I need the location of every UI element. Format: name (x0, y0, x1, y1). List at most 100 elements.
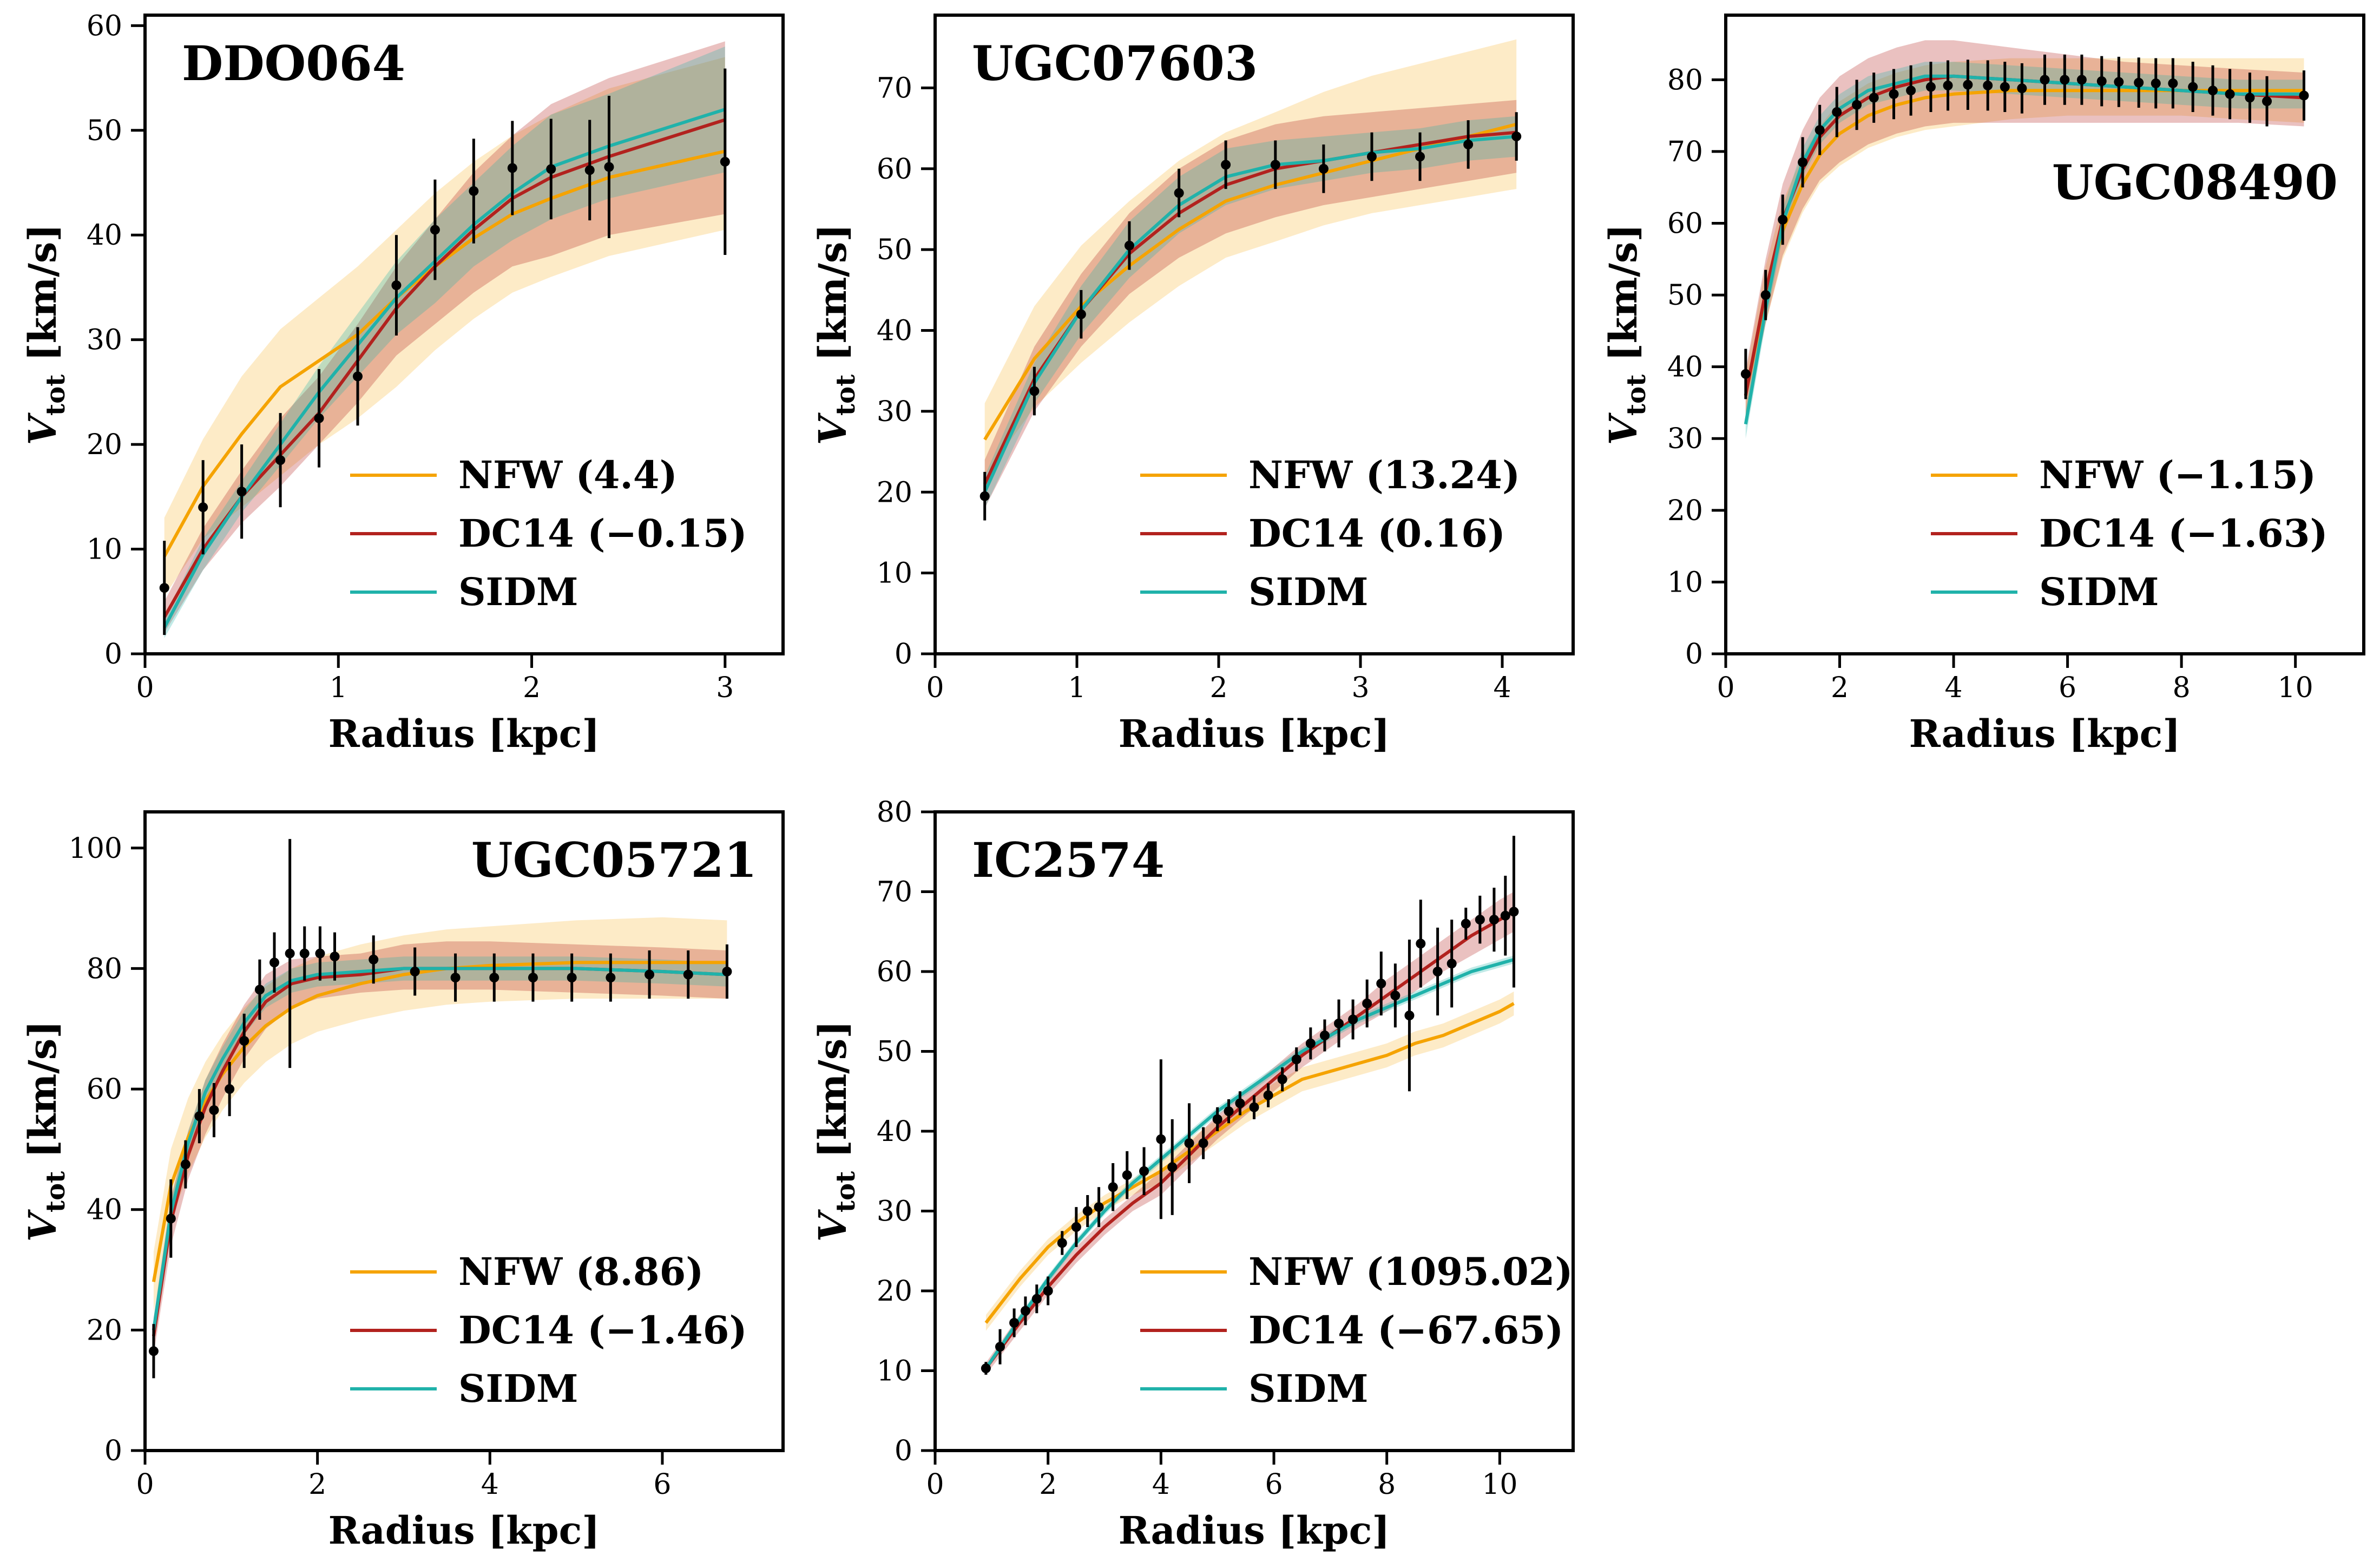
data-point (567, 973, 577, 983)
legend-label-nfw: NFW (1095.02) (1248, 1249, 1573, 1294)
data-point (606, 973, 616, 983)
y-tick-label: 10 (1667, 566, 1703, 599)
x-tick-label: 10 (1482, 1468, 1517, 1501)
data-point (979, 491, 990, 501)
data-point (1366, 152, 1377, 162)
data-point (159, 583, 169, 593)
y-tick-label: 60 (87, 1073, 122, 1106)
y-tick-label: 50 (87, 115, 122, 147)
data-point (353, 371, 363, 382)
y-tick-label: 40 (877, 315, 912, 347)
y-axis-unit: [km/s] (810, 1021, 855, 1171)
band-dc14 (985, 891, 1514, 1375)
y-tick-label: 60 (877, 956, 912, 988)
data-point (1124, 240, 1134, 251)
x-axis-label: Radius [kpc] (328, 711, 600, 756)
y-tick-label: 40 (87, 1194, 122, 1226)
y-tick-label: 70 (877, 876, 912, 909)
plot-frame (143, 810, 785, 1452)
legend-label-nfw: NFW (13.24) (1248, 452, 1520, 497)
x-tick-label: 2 (1039, 1468, 1057, 1501)
data-point (1319, 1031, 1330, 1040)
y-tick-label: 10 (877, 557, 912, 590)
data-point (2017, 83, 2027, 94)
data-point (1122, 1170, 1132, 1180)
y-tick-label: 40 (87, 219, 122, 252)
band-dc14 (164, 41, 725, 633)
data-point (1156, 1134, 1166, 1144)
y-axis-symbol: V (1601, 412, 1646, 445)
y-axis-subscript: tot (1621, 375, 1652, 416)
x-tick-label: 2 (308, 1468, 326, 1501)
data-point (1082, 1206, 1093, 1216)
x-tick-label: 0 (1717, 672, 1734, 704)
data-point (1963, 80, 1973, 90)
data-point (209, 1105, 219, 1116)
data-point (2262, 96, 2272, 107)
data-point (2060, 75, 2070, 85)
x-tick-label: 4 (481, 1468, 499, 1501)
x-tick-label: 6 (653, 1468, 671, 1501)
y-axis-unit: [km/s] (810, 224, 855, 375)
data-point (1432, 967, 1443, 976)
data-point (1305, 1038, 1316, 1048)
data-point (1798, 157, 1808, 167)
y-axis-subscript: tot (831, 375, 861, 416)
data-point (1889, 89, 1899, 99)
plot-frame (143, 14, 785, 655)
data-point (2168, 78, 2178, 88)
line-nfw (984, 1002, 1515, 1324)
x-tick-label: 2 (1209, 672, 1227, 704)
data-point (2134, 77, 2144, 88)
x-tick-label: 4 (1493, 672, 1511, 704)
data-point (330, 952, 340, 962)
data-point (1184, 1138, 1194, 1149)
legend-label-sidm: SIDM (458, 1366, 578, 1411)
data-point (546, 164, 556, 174)
data-point (1043, 1286, 1053, 1296)
legend-label-sidm: SIDM (1248, 569, 1368, 614)
data-point (2114, 77, 2124, 87)
x-tick-label: 2 (523, 672, 541, 704)
data-point (1334, 1018, 1344, 1028)
y-tick-label: 10 (87, 534, 122, 566)
data-point (1020, 1305, 1030, 1316)
panel-ugc08490: 0 2 4 6 8 10 0 10 20 30 40 50 60 70 80 Radius [kpc] Vtot… (1601, 14, 2365, 756)
legend: NFW (1095.02) DC14 (−67.65) SIDM (1140, 1249, 1573, 1411)
legend: NFW (−1.15) DC14 (−1.63) SIDM (1931, 452, 2328, 614)
x-tick-label: 8 (1378, 1468, 1396, 1501)
x-tick-label: 0 (926, 1468, 944, 1501)
data-point (1348, 1014, 1358, 1025)
x-axis-label: Radius [kpc] (1119, 711, 1390, 756)
data-point (683, 969, 693, 980)
data-point (1029, 386, 1040, 396)
y-axis-unit: [km/s] (20, 1021, 65, 1171)
data-point (528, 973, 538, 983)
data-point (1291, 1054, 1301, 1065)
data-point (1094, 1202, 1104, 1212)
data-point (275, 455, 286, 465)
data-point (1167, 1162, 1178, 1172)
data-point (1277, 1074, 1287, 1085)
y-tick-label: 50 (1667, 279, 1703, 312)
y-tick-label: 40 (1667, 351, 1703, 384)
y-tick-label: 80 (877, 796, 912, 829)
plot-area (148, 839, 732, 1379)
legend: NFW (4.4) DC14 (−0.15) SIDM (350, 452, 747, 614)
plot-area (1740, 40, 2309, 439)
band-nfw (985, 991, 1514, 1331)
data-point (1832, 107, 1842, 117)
data-point (2000, 82, 2010, 92)
data-point (469, 186, 479, 196)
data-point (1212, 1114, 1222, 1124)
y-axis-label: Vtot [km/s] (810, 1021, 861, 1242)
band-dc14 (153, 941, 727, 1354)
band-sidm (164, 47, 725, 638)
data-point (225, 1084, 235, 1094)
data-point (236, 487, 247, 497)
band-nfw (984, 39, 1517, 476)
data-point (299, 948, 310, 959)
